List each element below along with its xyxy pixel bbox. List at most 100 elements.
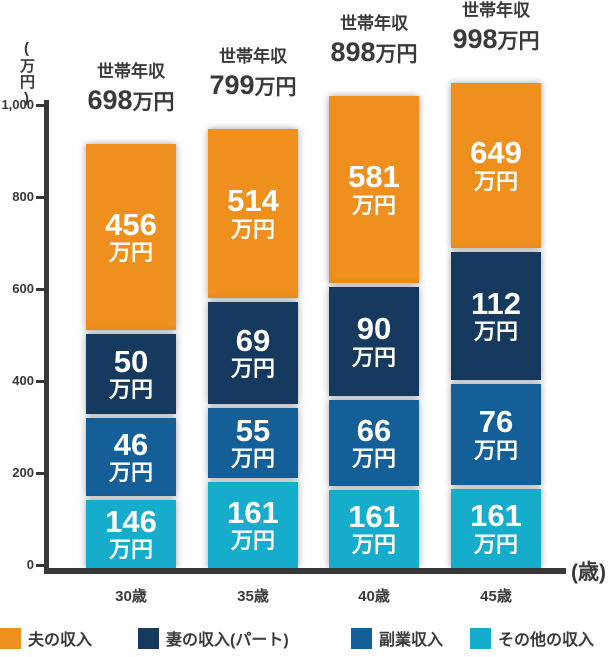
bar-total-label-caption: 世帯年収 xyxy=(97,62,165,81)
bar-segment-副業収入: 76 万円 xyxy=(451,384,541,485)
bar-segment-副業収入: 55 万円 xyxy=(208,408,298,478)
bar-35歳: 世帯年収 799万円 514 万円 69 万円 55 万円 161 万円 xyxy=(208,0,298,657)
bar-segment-妻の収入(パート): 50 万円 xyxy=(86,334,176,414)
segment-value: 161 xyxy=(348,498,400,534)
x-axis-label-30歳: 30歳 xyxy=(115,588,147,605)
segment-value: 66 xyxy=(356,412,392,448)
legend-item-その他の収入: その他の収入 xyxy=(470,626,594,650)
bar-total-label-value: 698万円 xyxy=(51,84,211,116)
total-unit: 万円 xyxy=(132,90,175,114)
segment-unit: 万円 xyxy=(230,356,275,382)
bar-segment-副業収入: 66 万円 xyxy=(329,400,419,486)
segment-value: 50 xyxy=(113,343,149,379)
legend-item-副業収入: 副業収入 xyxy=(351,626,443,650)
bar-total-label: 世帯年収 998万円 xyxy=(416,0,576,55)
legend-item-妻の収入(パート): 妻の収入(パート) xyxy=(138,626,289,650)
bar-total-label: 世帯年収 898万円 xyxy=(294,12,454,68)
y-tick-label: 1,000 xyxy=(1,97,34,112)
bar-40歳: 世帯年収 898万円 581 万円 90 万円 66 万円 161 万円 xyxy=(329,0,419,657)
legend: 夫の収入 妻の収入(パート) 副業収入 その他の収入 xyxy=(0,626,611,652)
segment-value: 649 xyxy=(470,135,522,171)
bar-segment-妻の収入(パート): 90 万円 xyxy=(329,287,419,396)
total-number: 799 xyxy=(209,69,255,100)
total-unit: 万円 xyxy=(375,42,418,66)
segment-unit: 万円 xyxy=(351,532,396,558)
bar-total-label-value: 898万円 xyxy=(294,36,454,68)
bar-total-label-caption: 世帯年収 xyxy=(219,47,287,66)
bar-segment-副業収入: 46 万円 xyxy=(86,418,176,496)
segment-value: 514 xyxy=(227,183,279,219)
legend-label: その他の収入 xyxy=(498,632,595,649)
bar-segment-夫の収入: 581 万円 xyxy=(329,96,419,283)
y-tick-mark xyxy=(36,104,45,107)
y-tick-label: 800 xyxy=(12,189,34,204)
bar-total-label-value: 998万円 xyxy=(416,23,576,55)
bar-total-label: 世帯年収 698万円 xyxy=(51,60,211,116)
segment-value: 161 xyxy=(227,494,279,530)
y-tick-label: 200 xyxy=(12,465,34,480)
y-axis-title: (万円) xyxy=(18,40,35,108)
segment-unit: 万円 xyxy=(473,437,518,463)
segment-unit: 万円 xyxy=(351,344,396,370)
segment-unit: 万円 xyxy=(230,528,275,554)
bar-segment-妻の収入(パート): 69 万円 xyxy=(208,302,298,404)
total-number: 698 xyxy=(87,84,133,115)
segment-unit: 万円 xyxy=(108,377,153,403)
segment-unit: 万円 xyxy=(473,531,518,557)
total-unit: 万円 xyxy=(497,29,540,53)
segment-unit: 万円 xyxy=(230,446,275,472)
y-tick-label: 0 xyxy=(26,557,34,572)
y-tick-mark xyxy=(36,288,45,291)
x-axis-label-45歳: 45歳 xyxy=(480,588,512,605)
x-axis-line xyxy=(44,568,566,574)
bar-45歳: 世帯年収 998万円 649 万円 112 万円 76 万円 161 万円 xyxy=(451,0,541,657)
segment-value: 55 xyxy=(235,412,271,448)
segment-value: 46 xyxy=(113,426,149,462)
segment-unit: 万円 xyxy=(108,240,153,266)
bar-total-label-value: 799万円 xyxy=(173,69,333,101)
y-tick-label: 600 xyxy=(12,281,34,296)
segment-unit: 万円 xyxy=(351,446,396,472)
legend-label: 副業収入 xyxy=(379,632,444,649)
segment-value: 456 xyxy=(105,206,157,242)
bar-segment-その他の収入: 146 万円 xyxy=(86,500,176,568)
segment-unit: 万円 xyxy=(351,192,396,218)
segment-unit: 万円 xyxy=(230,216,275,242)
segment-value: 69 xyxy=(235,322,271,358)
segment-unit: 万円 xyxy=(108,460,153,486)
bar-total-label-caption: 世帯年収 xyxy=(340,14,408,33)
legend-swatch-icon xyxy=(0,627,21,649)
total-number: 998 xyxy=(452,23,498,54)
y-tick-mark xyxy=(36,196,45,199)
segment-value: 90 xyxy=(356,311,392,347)
bar-total-label: 世帯年収 799万円 xyxy=(173,45,333,101)
x-axis-unit-label: (歳) xyxy=(571,561,606,584)
y-tick-mark xyxy=(36,380,45,383)
legend-label: 夫の収入 xyxy=(28,632,93,649)
bar-30歳: 世帯年収 698万円 456 万円 50 万円 46 万円 146 万円 xyxy=(86,0,176,657)
y-tick-mark xyxy=(36,472,45,475)
bar-total-label-caption: 世帯年収 xyxy=(462,1,530,20)
legend-label: 妻の収入(パート) xyxy=(166,632,289,649)
segment-value: 146 xyxy=(105,503,157,539)
y-tick-mark xyxy=(36,564,45,567)
total-number: 898 xyxy=(330,36,376,67)
segment-value: 76 xyxy=(478,404,514,440)
bar-segment-夫の収入: 649 万円 xyxy=(451,83,541,248)
segment-unit: 万円 xyxy=(473,319,518,345)
bar-segment-その他の収入: 161 万円 xyxy=(208,482,298,568)
legend-item-夫の収入: 夫の収入 xyxy=(0,626,92,650)
bar-segment-妻の収入(パート): 112 万円 xyxy=(451,252,541,380)
segment-value: 161 xyxy=(470,498,522,534)
legend-swatch-icon xyxy=(470,627,491,649)
x-axis-label-35歳: 35歳 xyxy=(237,588,269,605)
bar-segment-その他の収入: 161 万円 xyxy=(329,490,419,568)
legend-swatch-icon xyxy=(138,627,159,649)
legend-swatch-icon xyxy=(351,627,372,649)
y-tick-label: 400 xyxy=(12,373,34,388)
y-axis-line xyxy=(44,100,49,574)
x-axis-label-40歳: 40歳 xyxy=(358,588,390,605)
segment-unit: 万円 xyxy=(108,537,153,563)
segment-unit: 万円 xyxy=(473,168,518,194)
bar-segment-夫の収入: 514 万円 xyxy=(208,129,298,298)
